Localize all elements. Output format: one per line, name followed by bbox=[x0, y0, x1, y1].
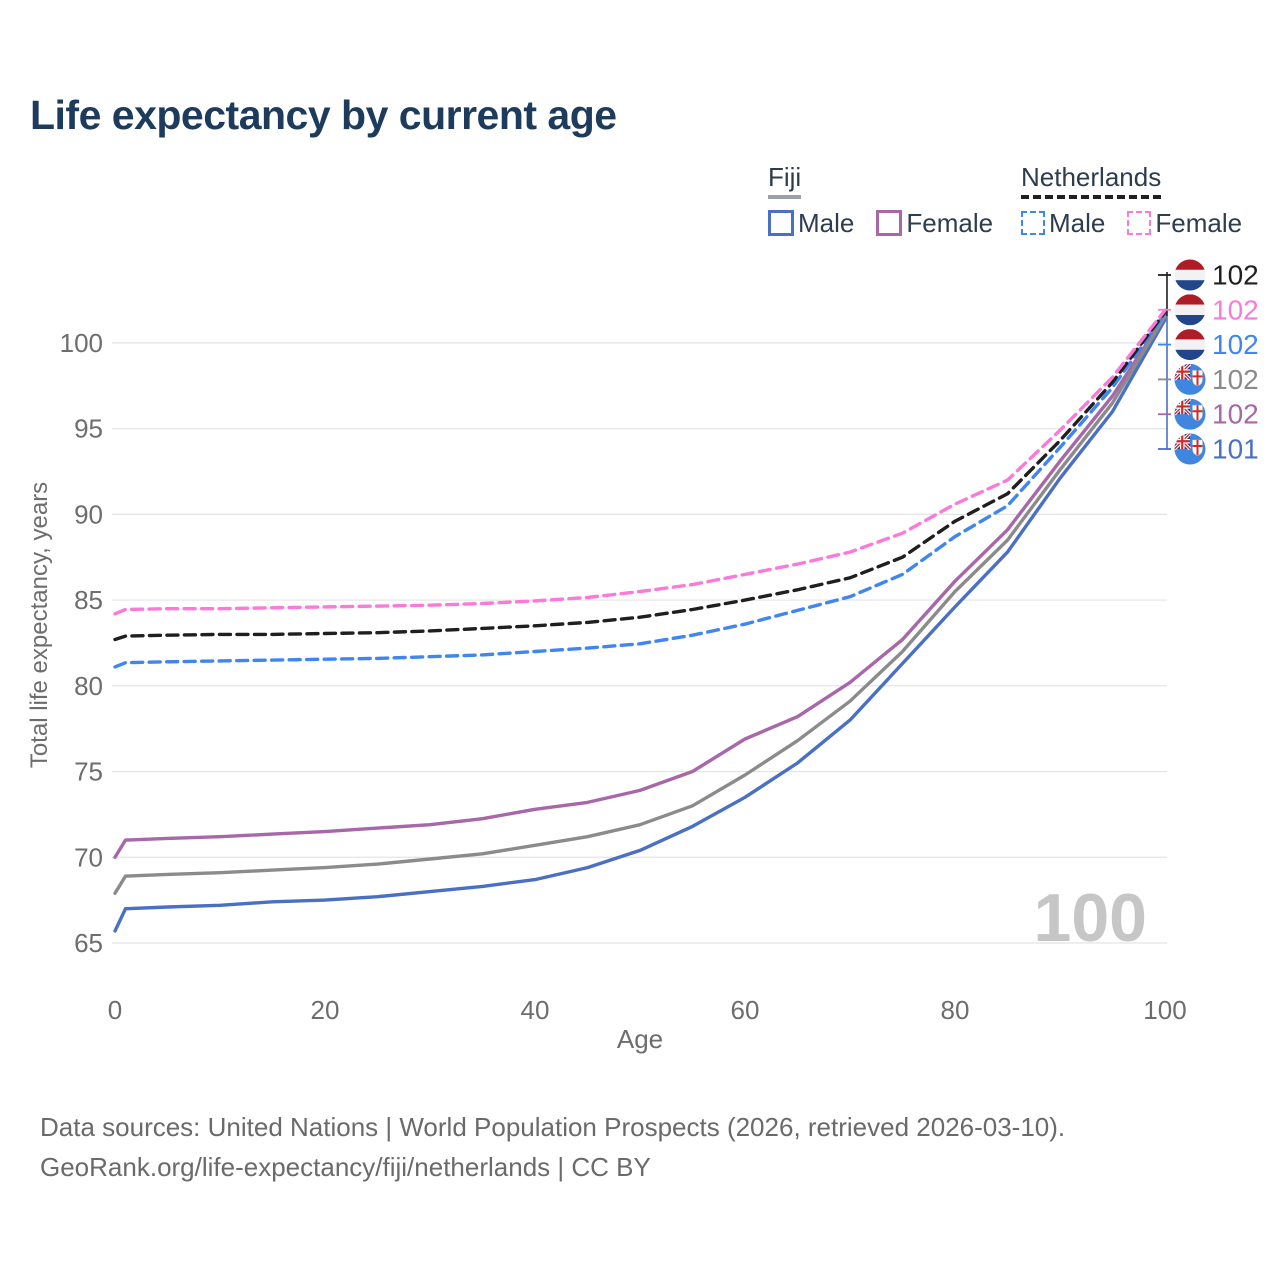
y-axis-tick-label: 90 bbox=[74, 499, 103, 529]
series-end-value-label[interactable]: 102 bbox=[1212, 399, 1259, 430]
legend-item-label: Male bbox=[1049, 207, 1106, 238]
legend-item-netherlands-female[interactable]: Female bbox=[1127, 208, 1242, 239]
x-axis-tick-label: 40 bbox=[521, 995, 550, 1025]
series-end-value-label[interactable]: 102 bbox=[1212, 364, 1259, 395]
y-axis-tick-label: 85 bbox=[74, 585, 103, 615]
x-axis-tick-label: 80 bbox=[941, 995, 970, 1025]
y-axis-tick-label: 95 bbox=[74, 414, 103, 444]
footer-link-line[interactable]: GeoRank.org/life-expectancy/fiji/netherl… bbox=[40, 1152, 651, 1182]
y-axis-tick-label: 70 bbox=[74, 842, 103, 872]
series-end-value-label[interactable]: 102 bbox=[1212, 329, 1259, 360]
legend-item-label: Male bbox=[798, 207, 855, 238]
y-axis-tick-label: 100 bbox=[60, 328, 103, 358]
legend-group-fiji: Fiji Male Female bbox=[768, 163, 993, 239]
series-end-value-label[interactable]: 102 bbox=[1212, 294, 1259, 325]
fiji-flag-icon bbox=[1174, 433, 1206, 465]
series-line-fiji-female[interactable] bbox=[113, 313, 1167, 859]
legend-heading-netherlands[interactable]: Netherlands bbox=[1021, 163, 1162, 199]
x-axis-title: Age bbox=[617, 1024, 663, 1054]
footer-sources-line[interactable]: Data sources: United Nations | World Pop… bbox=[40, 1112, 1066, 1142]
line-style-swatch-solid bbox=[876, 210, 903, 237]
y-axis-tick-label: 65 bbox=[74, 928, 103, 958]
line-style-swatch-dashed bbox=[1021, 211, 1045, 236]
x-axis-tick-label: 20 bbox=[311, 995, 340, 1025]
fiji-flag-icon bbox=[1174, 398, 1206, 430]
y-axis-title: Total life expectancy, years bbox=[26, 482, 53, 768]
legend-item-fiji-female[interactable]: Female bbox=[876, 208, 993, 239]
legend-group-netherlands: Netherlands Male Female bbox=[1021, 163, 1242, 239]
x-axis-tick-label: 100 bbox=[1143, 995, 1186, 1025]
netherlands-flag-icon bbox=[1174, 329, 1206, 361]
series-end-value-label[interactable]: 102 bbox=[1212, 260, 1259, 291]
netherlands-flag-icon bbox=[1174, 294, 1206, 326]
fiji-flag-icon bbox=[1174, 363, 1206, 395]
line-style-swatch-dashed bbox=[1127, 211, 1152, 236]
series-end-value-label[interactable]: 101 bbox=[1212, 434, 1259, 465]
netherlands-flag-icon bbox=[1174, 259, 1206, 291]
legend-item-netherlands-male[interactable]: Male bbox=[1021, 208, 1105, 239]
page-title: Life expectancy by current age bbox=[30, 92, 617, 138]
series-line-fiji-all[interactable] bbox=[113, 314, 1167, 895]
line-style-swatch-solid bbox=[768, 210, 794, 237]
y-axis-tick-label: 80 bbox=[74, 671, 103, 701]
data-sources-footer: Data sources: United Nations | World Pop… bbox=[40, 1107, 1065, 1187]
watermark-age-counter: 100 bbox=[1034, 880, 1147, 956]
y-axis-tick-label: 75 bbox=[74, 757, 103, 787]
series-line-netherlands-female[interactable] bbox=[113, 308, 1167, 616]
x-axis-tick-label: 60 bbox=[731, 995, 760, 1025]
series-line-netherlands-all[interactable] bbox=[113, 310, 1167, 642]
legend-item-fiji-male[interactable]: Male bbox=[768, 208, 854, 239]
legend-item-label: Female bbox=[906, 207, 994, 238]
series-line-fiji-male[interactable] bbox=[113, 318, 1167, 933]
series-line-netherlands-male[interactable] bbox=[113, 312, 1167, 669]
x-axis-tick-label: 0 bbox=[108, 995, 122, 1025]
legend-item-label: Female bbox=[1155, 207, 1243, 238]
legend-heading-fiji[interactable]: Fiji bbox=[768, 163, 802, 199]
